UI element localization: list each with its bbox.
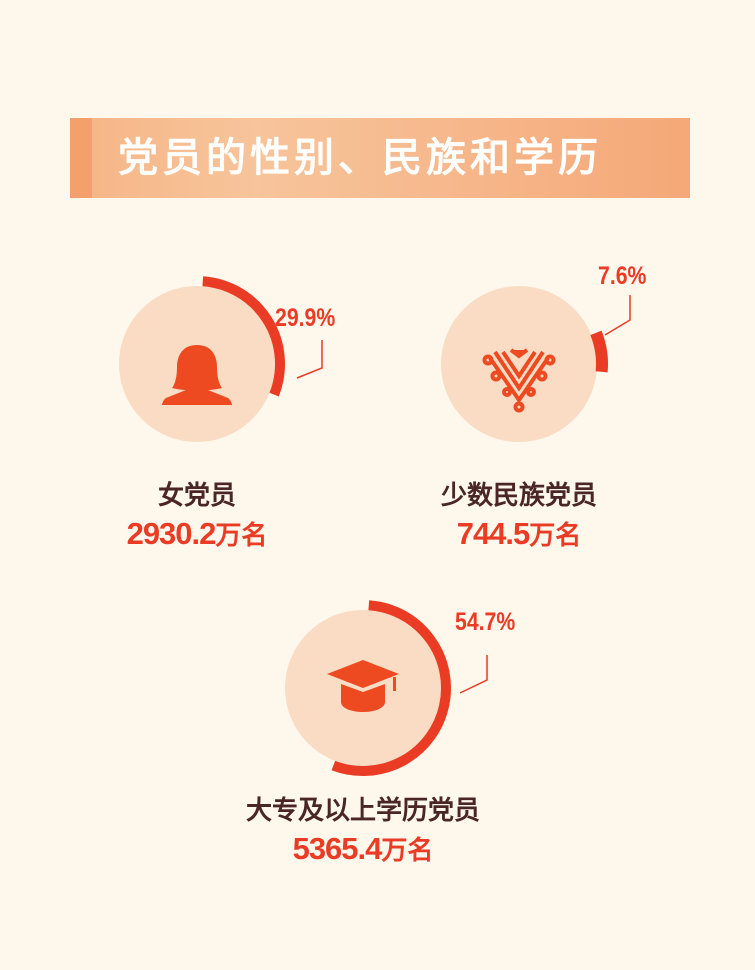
percent-label: 54.7% [455, 608, 516, 636]
percent-label: 7.6% [598, 262, 647, 290]
count-number: 5365.4 [292, 831, 383, 866]
percent-label: 29.9% [275, 304, 336, 332]
gauge-arc [202, 276, 285, 397]
title-banner: 党员的性别、民族和学历 [70, 118, 690, 198]
count-unit: 万名 [529, 521, 582, 551]
category-name: 少数民族党员 [440, 481, 597, 511]
gauge-background [441, 286, 597, 442]
count-unit: 万名 [215, 521, 268, 551]
category-name: 女党员 [157, 481, 236, 511]
count-number: 2930.2 [126, 516, 217, 551]
woman-icon [162, 345, 232, 405]
gauge-arc [590, 330, 608, 373]
count-number: 744.5 [456, 516, 531, 551]
count-value: 2930.2万名 [47, 515, 347, 552]
leader-line [604, 295, 631, 336]
count-unit: 万名 [381, 836, 434, 866]
count-value: 5365.4万名 [213, 830, 513, 867]
banner-edge [70, 118, 92, 198]
page-title: 党员的性别、民族和学历 [118, 135, 602, 181]
category-name: 大专及以上学历党员 [245, 796, 480, 826]
leader-line [296, 340, 323, 379]
gauge-arc [331, 600, 451, 776]
leader-line [459, 655, 488, 694]
ethnic-pattern-icon [482, 348, 556, 413]
count-value: 744.5万名 [369, 515, 669, 552]
graduation-cap-icon [327, 660, 399, 712]
